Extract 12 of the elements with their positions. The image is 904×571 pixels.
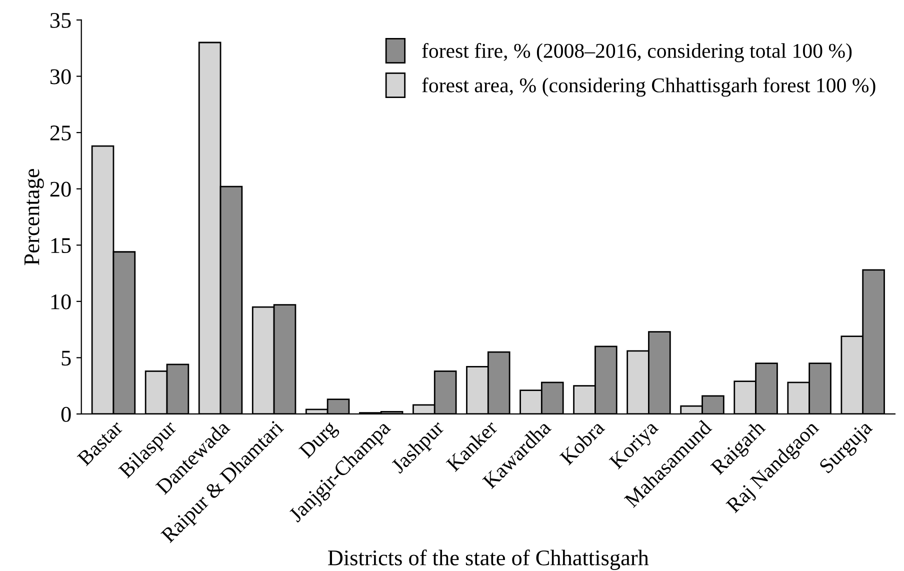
y-tick-label: 30 xyxy=(50,69,71,84)
y-tick-label: 0 xyxy=(61,406,71,422)
legend-label: forest fire, % (2008–2016, considering total 100 %) xyxy=(422,43,852,62)
y-tick-label: 15 xyxy=(51,238,71,254)
legend-label: forest area, % (considering Chhattisgarh forest 100 %) xyxy=(422,78,876,97)
y-tick-label: 10 xyxy=(51,294,71,310)
y-axis-title: Percentage xyxy=(24,169,44,266)
x-axis-title: Districts of the state of Chhattisgarh xyxy=(328,550,649,570)
y-tick-label: 5 xyxy=(62,350,71,366)
y-tick-label: 25 xyxy=(50,126,71,140)
y-tick-label: 20 xyxy=(50,182,71,197)
y-tick-label: 35 xyxy=(50,12,71,28)
